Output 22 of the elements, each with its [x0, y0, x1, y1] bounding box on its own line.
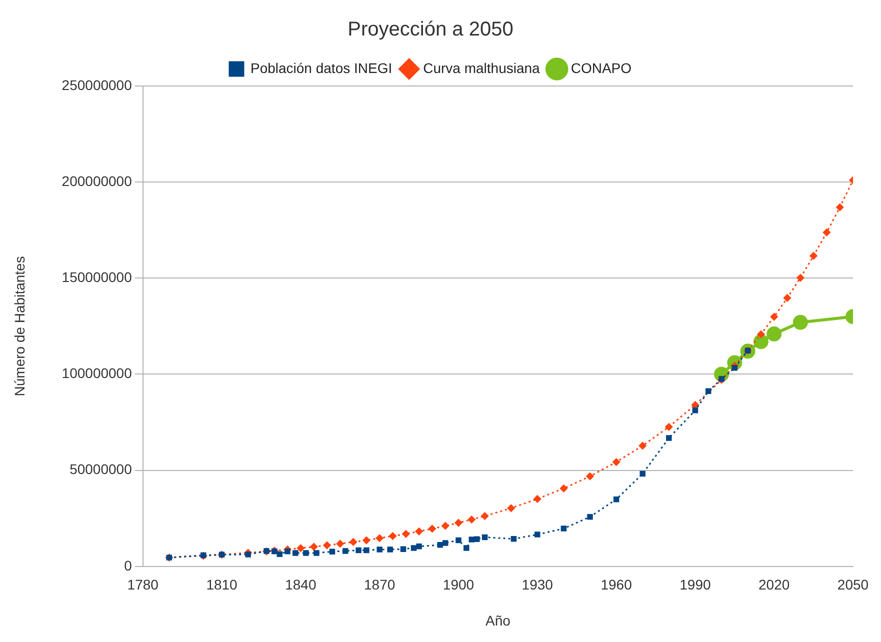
x-tick-label: 1840 — [285, 576, 316, 593]
x-tick-label: 2020 — [758, 576, 790, 593]
x-tick-label: 2050 — [837, 576, 869, 593]
legend-label: Curva malthusiana — [423, 60, 540, 76]
x-tick-label: 1990 — [680, 576, 711, 593]
x-tick-label: 1870 — [364, 576, 396, 593]
chart-title: Proyección a 2050 — [348, 18, 514, 41]
x-tick-label: 1780 — [127, 576, 159, 593]
x-tick-label: 1930 — [522, 576, 554, 593]
y-tick-label: 0 — [124, 557, 132, 574]
y-tick-label: 150000000 — [62, 269, 132, 286]
x-tick-label: 1960 — [600, 576, 632, 593]
x-axis-title: Año — [485, 612, 511, 628]
y-axis-title: Número de Habitantes — [11, 256, 28, 396]
legend-label: CONAPO — [570, 60, 632, 76]
y-tick-label: 100000000 — [62, 365, 132, 382]
legend-label: Población datos INEGI — [250, 60, 392, 76]
x-tick-label: 1810 — [206, 576, 238, 593]
x-tick-label: 1900 — [442, 576, 474, 593]
y-tick-label: 250000000 — [62, 76, 132, 93]
y-tick-label: 200000000 — [62, 172, 132, 189]
y-tick-label: 50000000 — [70, 461, 132, 478]
